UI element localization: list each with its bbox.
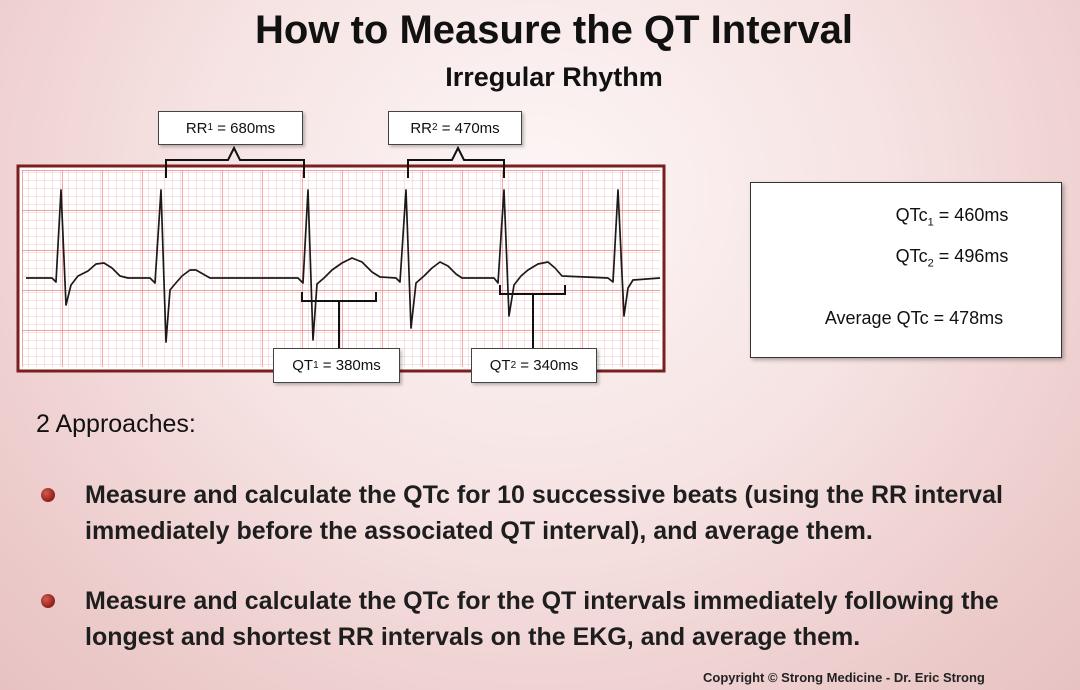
rr1-bracket xyxy=(165,145,305,178)
rr2-label: RR 2 = 470ms xyxy=(388,111,522,145)
bullet-icon xyxy=(41,594,55,608)
ekg-grid xyxy=(22,170,660,367)
qtc-results-panel: QTc1 = 460ms QTc2 = 496ms Average QTc = … xyxy=(750,182,1062,358)
bullet-icon xyxy=(41,488,55,502)
qt1-bracket xyxy=(301,292,377,350)
rr2-bracket xyxy=(407,145,505,178)
qtc2-prefix: QTc xyxy=(895,246,928,266)
qtc1-value: = 460ms xyxy=(933,205,1009,225)
qtc1-result: QTc1 = 460ms xyxy=(797,205,1080,229)
qt1-prefix: QT xyxy=(292,357,314,374)
qt2-prefix: QT xyxy=(489,357,511,374)
qt1-value: = 380ms xyxy=(318,357,381,374)
average-qtc-result: Average QTc = 478ms xyxy=(824,308,1004,328)
qtc2-value: = 496ms xyxy=(933,246,1009,266)
rr1-value: = 680ms xyxy=(213,119,276,137)
copyright-notice: Copyright © Strong Medicine - Dr. Eric S… xyxy=(703,670,985,685)
rr2-prefix: RR xyxy=(410,119,432,137)
qt2-label: QT 2 = 340ms xyxy=(471,348,597,383)
qtc2-subscript: 2 xyxy=(927,257,934,270)
approach-item: Measure and calculate the QTc for 10 suc… xyxy=(85,481,1003,545)
page-title: How to Measure the QT Interval xyxy=(255,8,853,52)
qt2-value: = 340ms xyxy=(516,357,579,374)
qtc1-subscript: 1 xyxy=(927,216,934,229)
ekg-diagram xyxy=(16,145,666,373)
approach-item: Measure and calculate the QTc for the QT… xyxy=(85,587,999,651)
rr2-value: = 470ms xyxy=(437,119,500,137)
ekg-trace xyxy=(26,189,661,343)
rr1-prefix: RR xyxy=(185,119,208,137)
approaches-heading: 2 Approaches: xyxy=(36,410,196,438)
qt2-bracket xyxy=(499,285,566,350)
qt1-label: QT 1 = 380ms xyxy=(273,348,400,383)
qtc2-result: QTc2 = 496ms xyxy=(797,246,1080,270)
qtc1-prefix: QTc xyxy=(895,205,928,225)
rr1-label: RR 1 = 680ms xyxy=(158,111,303,145)
page-subtitle: Irregular Rhythm xyxy=(445,62,663,92)
